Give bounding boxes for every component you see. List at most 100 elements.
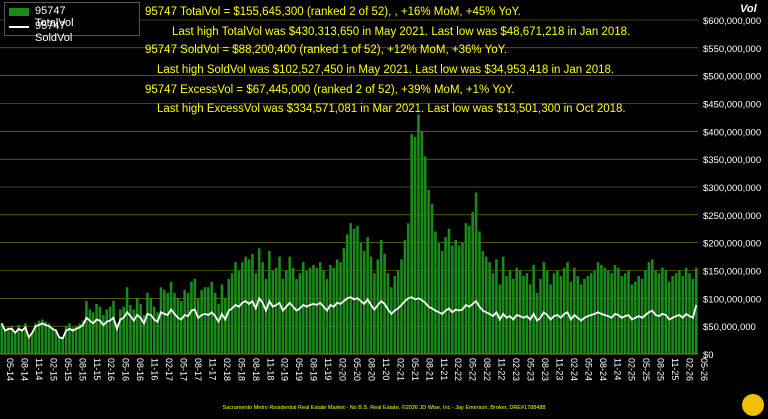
totalvol-bar bbox=[196, 298, 200, 354]
annotation-totalvol: 95747 TotalVol = $155,645,300 (ranked 2 … bbox=[145, 6, 521, 18]
x-tick-label: 02-16 bbox=[106, 358, 116, 381]
totalvol-bar bbox=[285, 270, 288, 354]
totalvol-bar bbox=[220, 284, 224, 354]
totalvol-bar bbox=[163, 289, 166, 354]
totalvol-bar bbox=[58, 337, 61, 354]
x-tick-label: 05-22 bbox=[468, 358, 478, 381]
brand-logo-icon bbox=[742, 394, 764, 416]
totalvol-bar bbox=[661, 267, 664, 354]
y-tick-label: $250,000,000 bbox=[703, 211, 761, 222]
totalvol-bar bbox=[51, 327, 54, 354]
x-tick-label: 05-23 bbox=[526, 358, 536, 381]
totalvol-bar bbox=[3, 330, 7, 354]
totalvol-bar bbox=[373, 273, 376, 354]
totalvol-bar bbox=[278, 256, 281, 354]
totalvol-bar bbox=[20, 328, 24, 354]
totalvol-bar bbox=[684, 267, 688, 354]
totalvol-bar bbox=[122, 306, 125, 354]
totalvol-bar bbox=[478, 231, 481, 354]
totalvol-bar bbox=[213, 292, 217, 354]
totalvol-bar bbox=[461, 242, 464, 354]
totalvol-bar bbox=[403, 239, 407, 354]
totalvol-bar bbox=[240, 262, 244, 354]
totalvol-bar bbox=[159, 287, 163, 354]
totalvol-bar bbox=[335, 259, 339, 354]
totalvol-bar bbox=[464, 223, 468, 354]
totalvol-bar bbox=[617, 267, 620, 354]
totalvol-bar bbox=[454, 239, 458, 354]
totalvol-bar bbox=[156, 312, 159, 354]
totalvol-bar bbox=[650, 259, 654, 354]
totalvol-bar bbox=[224, 298, 227, 354]
totalvol-bar bbox=[305, 270, 308, 354]
totalvol-bar bbox=[132, 309, 136, 354]
totalvol-bar bbox=[420, 131, 424, 354]
totalvol-bar bbox=[573, 267, 576, 354]
x-tick-label: 08-19 bbox=[309, 358, 319, 381]
x-tick-label: 02-22 bbox=[453, 358, 463, 381]
totalvol-bar bbox=[535, 292, 539, 354]
y-tick-label: $500,000,000 bbox=[703, 72, 761, 83]
totalvol-bar bbox=[657, 273, 661, 354]
totalvol-bar bbox=[583, 278, 586, 354]
totalvol-bar bbox=[322, 270, 325, 354]
totalvol-bar bbox=[423, 156, 427, 354]
x-tick-label: 08-21 bbox=[424, 358, 434, 381]
x-tick-label: 08-15 bbox=[77, 358, 87, 381]
totalvol-bar bbox=[413, 136, 417, 354]
totalvol-bar bbox=[74, 326, 78, 354]
x-tick-label: 11-22 bbox=[497, 358, 507, 380]
totalvol-bar bbox=[152, 306, 156, 354]
totalvol-bar bbox=[393, 276, 397, 354]
totalvol-bar bbox=[488, 262, 491, 354]
totalvol-bar bbox=[207, 287, 210, 354]
totalvol-bar bbox=[149, 298, 153, 354]
totalvol-bar bbox=[318, 262, 322, 354]
totalvol-bar bbox=[190, 281, 193, 354]
totalvol-bar bbox=[179, 301, 183, 354]
totalvol-bar bbox=[481, 251, 485, 354]
totalvol-bar bbox=[390, 287, 393, 354]
totalvol-bar bbox=[671, 276, 674, 354]
totalvol-bar bbox=[339, 262, 342, 354]
totalvol-bar bbox=[298, 273, 302, 354]
annotation-totalvol-history: Last high TotalVol was $430,313,650 in M… bbox=[172, 26, 631, 38]
y-tick-label: $300,000,000 bbox=[703, 183, 761, 194]
totalvol-bar bbox=[400, 259, 403, 354]
totalvol-bar bbox=[491, 273, 495, 354]
totalvol-bar bbox=[315, 267, 319, 354]
totalvol-bar bbox=[78, 323, 81, 354]
y-tick-label: $400,000,000 bbox=[703, 127, 761, 138]
x-tick-label: 11-16 bbox=[150, 358, 160, 380]
x-tick-label: 02-26 bbox=[685, 358, 695, 381]
totalvol-bar bbox=[427, 189, 430, 354]
totalvol-bar bbox=[261, 262, 264, 354]
totalvol-bar bbox=[281, 278, 285, 354]
x-tick-label: 05-14 bbox=[5, 358, 15, 381]
x-tick-label: 11-21 bbox=[439, 358, 449, 380]
totalvol-bar bbox=[129, 305, 132, 354]
totalvol-bar bbox=[291, 267, 295, 354]
totalvol-bar bbox=[166, 292, 170, 354]
x-tick-label: 08-17 bbox=[193, 358, 203, 381]
totalvol-bar bbox=[234, 262, 237, 354]
legend-label-totalvol: 95747 TotalVol bbox=[35, 5, 74, 29]
totalvol-bar bbox=[0, 323, 3, 354]
totalvol-bar bbox=[217, 303, 220, 354]
totalvol-bar bbox=[30, 331, 34, 354]
totalvol-bar bbox=[288, 256, 291, 354]
legend: 95747 TotalVol 95747 SoldVol bbox=[4, 2, 140, 44]
totalvol-bar bbox=[186, 292, 190, 354]
legend-swatch-line bbox=[9, 26, 29, 28]
totalvol-bar bbox=[386, 273, 390, 354]
x-tick-label: 02-20 bbox=[338, 358, 348, 381]
totalvol-bar bbox=[230, 273, 234, 354]
totalvol-bar bbox=[68, 323, 71, 354]
totalvol-bar bbox=[37, 320, 41, 354]
x-tick-label: 11-18 bbox=[265, 358, 275, 380]
totalvol-bar bbox=[430, 203, 434, 354]
totalvol-bar bbox=[654, 270, 657, 354]
x-tick-label: 05-24 bbox=[583, 358, 593, 381]
totalvol-bar bbox=[254, 273, 258, 354]
x-tick-label: 08-23 bbox=[540, 358, 550, 381]
